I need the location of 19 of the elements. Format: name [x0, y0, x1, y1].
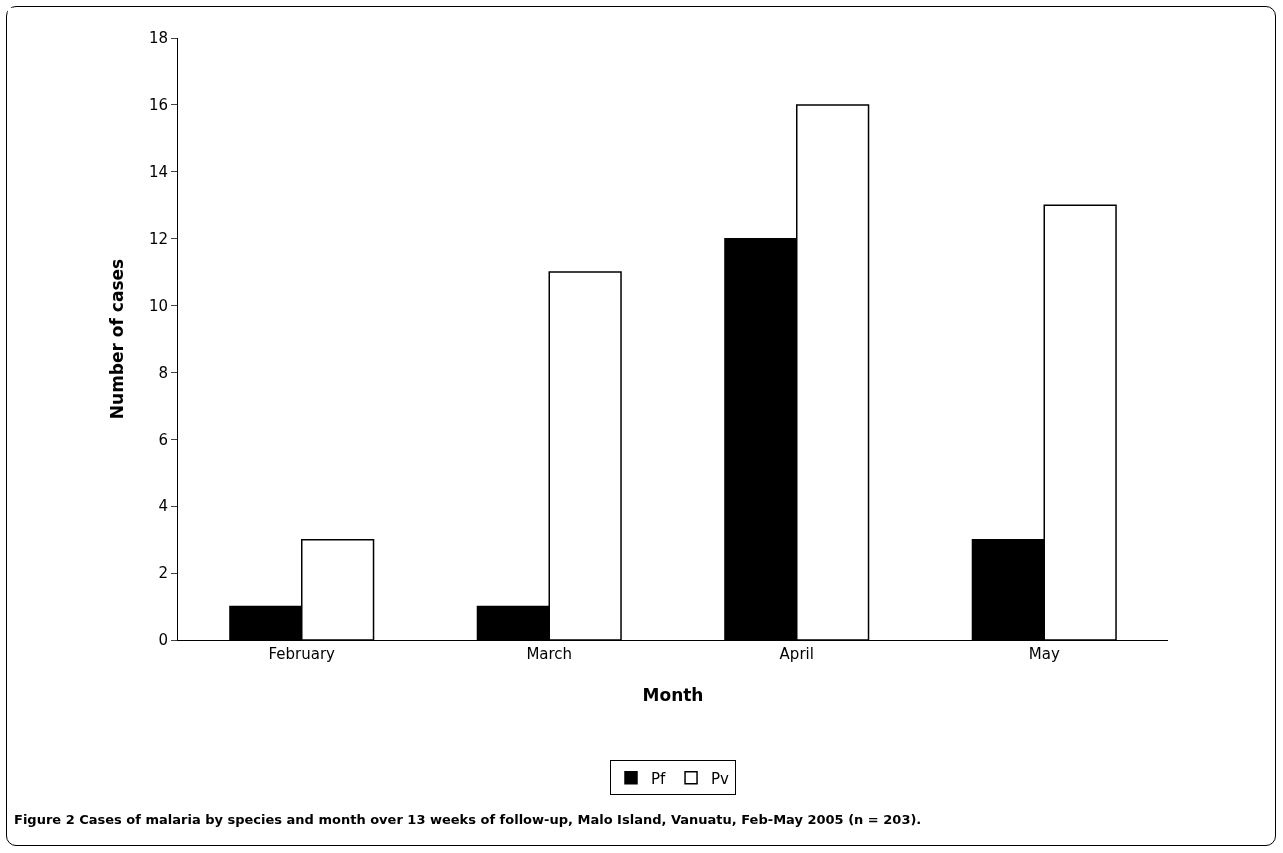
y-tick-label: 18 [148, 29, 168, 48]
legend-label: Pf [651, 769, 667, 788]
caption: Figure 2 Cases of malaria by species and month over 13 weeks of follow-up, Malo Island, Vanuatu, Feb-May 2005 (n = 203). [14, 812, 923, 827]
y-tick-label: 6 [158, 430, 168, 449]
y-tick-label: 14 [148, 163, 168, 182]
x-tick-label: February [268, 645, 336, 663]
y-tick-label: 2 [158, 564, 168, 583]
x-tick-label: May [1028, 645, 1060, 663]
y-axis-title: Number of cases [107, 258, 128, 420]
x-tick-label: April [779, 645, 814, 663]
y-tick-label: 0 [158, 631, 168, 650]
y-tick-label: 4 [158, 497, 168, 516]
y-tick-label: 8 [158, 363, 168, 382]
x-tick-label: March [526, 645, 573, 663]
x-axis-title: Month [642, 685, 704, 705]
y-tick-label: 16 [148, 96, 168, 115]
legend-label: Pv [711, 769, 730, 788]
y-tick-label: 12 [148, 229, 168, 248]
y-tick-label: 10 [148, 296, 168, 315]
